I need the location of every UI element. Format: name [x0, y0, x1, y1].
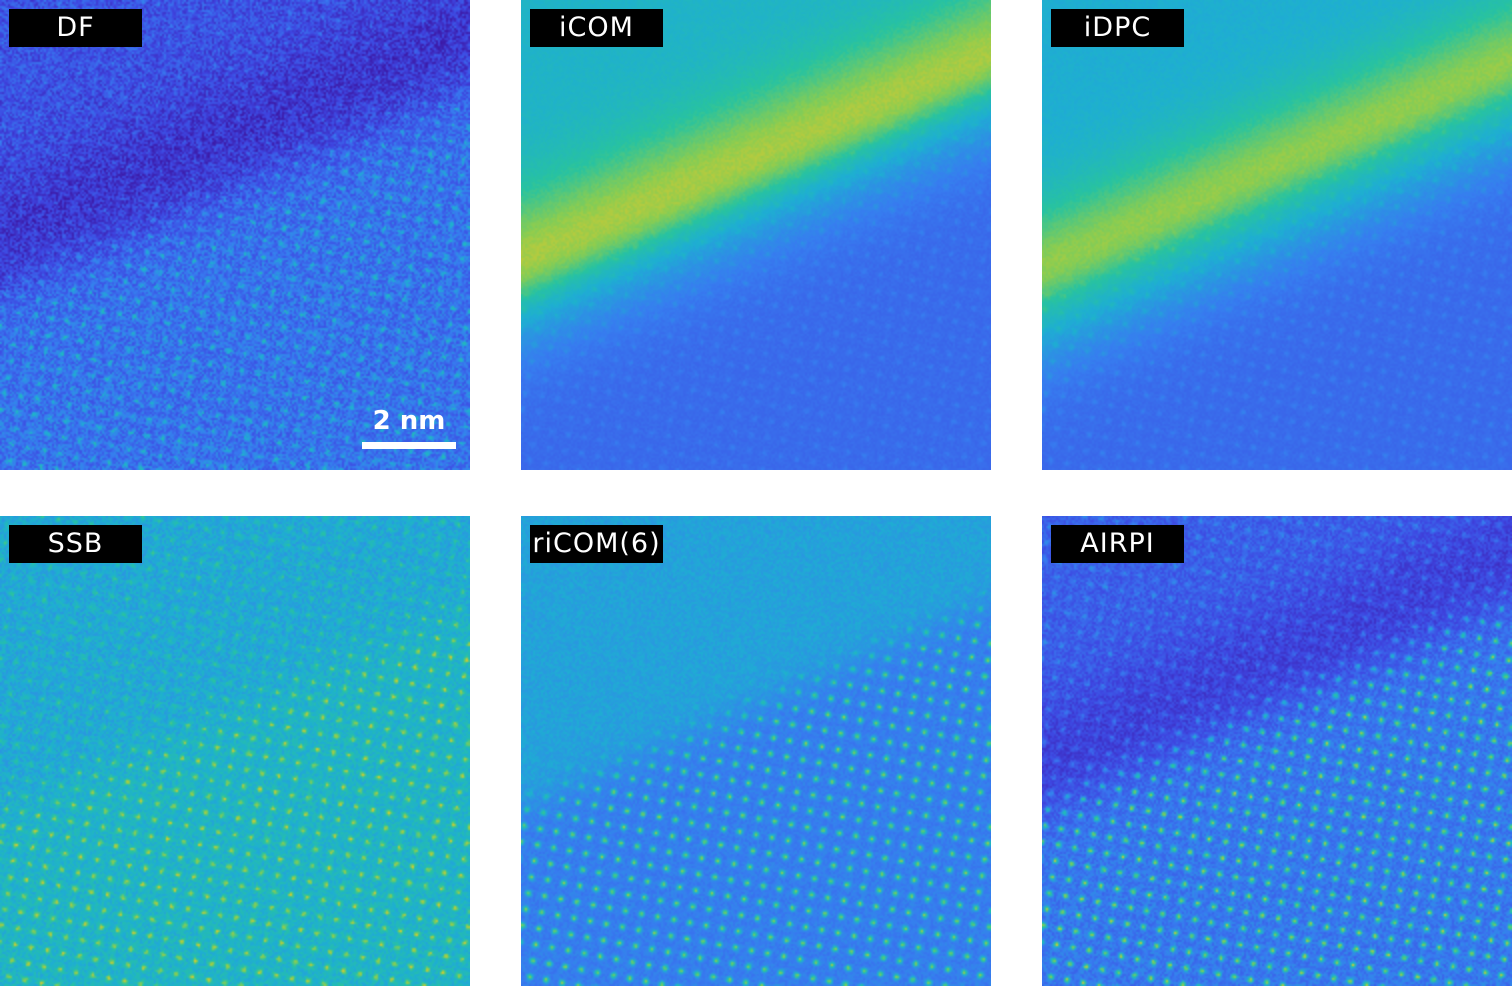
panel-airpi: AIRPI — [1042, 516, 1512, 986]
df-image — [0, 0, 470, 470]
icom-label: iCOM — [530, 9, 663, 47]
airpi-image — [1042, 516, 1512, 986]
scalebar — [362, 442, 456, 449]
idpc-label: iDPC — [1051, 9, 1184, 47]
ricom-image — [521, 516, 991, 986]
panel-icom: iCOM — [521, 0, 991, 470]
idpc-image — [1042, 0, 1512, 470]
icom-image — [521, 0, 991, 470]
ssb-image — [0, 516, 470, 986]
panel-df: DF 2 nm — [0, 0, 470, 470]
scalebar-label: 2 nm — [372, 406, 446, 436]
airpi-label: AIRPI — [1051, 525, 1184, 563]
panel-idpc: iDPC — [1042, 0, 1512, 470]
ssb-label: SSB — [9, 525, 142, 563]
df-label: DF — [9, 9, 142, 47]
panel-ssb: SSB — [0, 516, 470, 986]
ricom-label: riCOM(6) — [530, 525, 663, 563]
panel-ricom: riCOM(6) — [521, 516, 991, 986]
